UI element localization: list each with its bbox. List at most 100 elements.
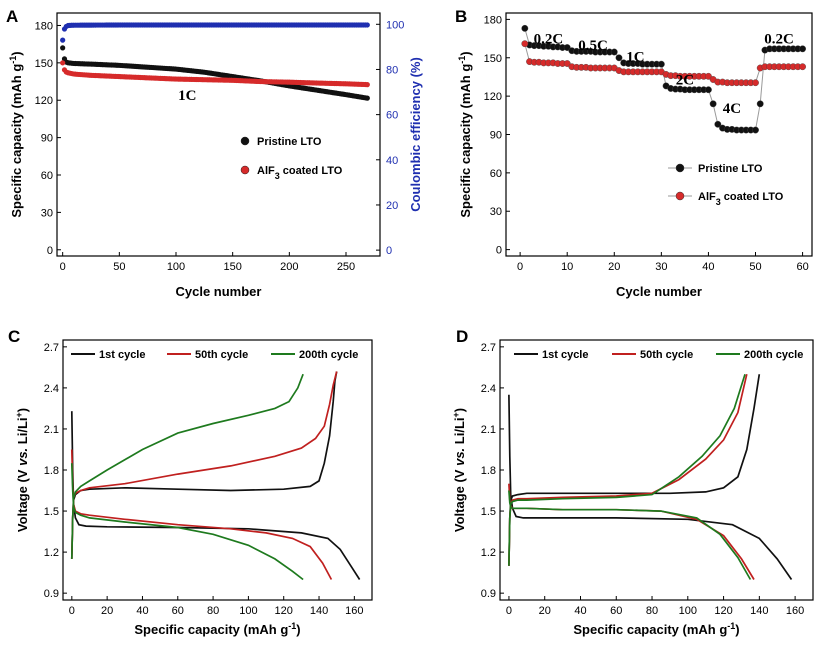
x-tick-label: 140 <box>310 605 328 617</box>
legend-marker <box>240 165 250 175</box>
charge-curve <box>70 373 304 559</box>
y-tick-label: 2.7 <box>44 342 59 354</box>
data-point <box>60 45 66 51</box>
y-tick-label: 1.5 <box>44 506 59 518</box>
x-axis-title: Cycle number <box>616 284 702 299</box>
data-point <box>657 60 665 68</box>
y-tick-label: 60 <box>490 168 502 180</box>
series-line <box>524 28 803 131</box>
data-point <box>752 79 759 87</box>
legend-label: 1st cycle <box>99 349 145 361</box>
x-tick-label: 0 <box>517 261 523 273</box>
legend: 1st cycle 50th cycle 200th cycle <box>514 349 803 361</box>
series-1 <box>70 371 338 580</box>
y-tick-label: 90 <box>41 133 53 145</box>
rate-annotation: 1C <box>178 88 196 104</box>
data-point <box>709 100 717 108</box>
rate-label: 1C <box>626 50 644 66</box>
data-point <box>60 37 66 43</box>
legend-label: AlF3 coated LTO <box>257 165 343 181</box>
rate-label: 0.5C <box>578 38 608 54</box>
x-tick-label: 160 <box>345 605 363 617</box>
discharge-curve <box>508 394 793 580</box>
charge-curve <box>70 371 338 559</box>
data-point <box>705 86 712 94</box>
data-point <box>615 54 623 62</box>
charge-curve <box>508 373 746 566</box>
y-tick-label: 90 <box>490 130 502 142</box>
x-tick-label: 20 <box>608 261 620 273</box>
legend-label: 50th cycle <box>640 349 693 361</box>
series-1 <box>508 374 755 580</box>
y2-tick-label: 80 <box>386 64 398 76</box>
rate-label: 2C <box>676 73 694 89</box>
x-tick-label: 40 <box>574 605 586 617</box>
legend-label: Pristine LTO <box>698 163 763 175</box>
x-tick-label: 200 <box>280 261 298 273</box>
y2-tick-label: 100 <box>386 19 404 31</box>
x-axis-title: Specific capacity (mAh g-1) <box>573 621 739 637</box>
legend-label: Pristine LTO <box>257 136 322 148</box>
charge-curve <box>508 374 761 566</box>
y-tick-label: 120 <box>35 95 53 107</box>
x-tick-label: 20 <box>539 605 551 617</box>
panel-letter: A <box>6 7 18 26</box>
x-tick-label: 100 <box>167 261 185 273</box>
x-tick-label: 0 <box>69 605 75 617</box>
series-0 <box>521 24 806 134</box>
data-point <box>799 63 806 71</box>
y-tick-label: 30 <box>490 206 502 218</box>
charge-curve <box>508 374 748 566</box>
x-tick-label: 60 <box>610 605 622 617</box>
y-tick-label: 2.1 <box>44 424 59 436</box>
y-tick-label: 0.9 <box>481 588 496 600</box>
legend: Pristine LTO AlF3 coated LTO <box>668 163 784 207</box>
y-tick-label: 2.4 <box>44 383 59 395</box>
y2-tick-label: 20 <box>386 200 398 212</box>
series-0 <box>508 374 793 580</box>
legend-marker <box>675 191 685 201</box>
legend-label: 200th cycle <box>744 349 803 361</box>
panel-letter: B <box>455 7 467 26</box>
panel-b: B 0 10 20 30 40 50 60 0 30 60 90 120 150 180 Cycle numb… <box>455 7 813 299</box>
series-0 <box>60 45 370 101</box>
data-point <box>521 40 529 48</box>
discharge-curve <box>70 449 333 580</box>
charge-curve <box>70 371 338 559</box>
x-tick-label: 10 <box>561 261 573 273</box>
y-tick-label: 150 <box>35 58 53 70</box>
panel-c: C 0 20 40 60 80 100 120 140 160 0.9 1.2 1.5 1.8 2.1 2.4… <box>8 327 373 637</box>
rate-label: 0.2C <box>534 32 564 48</box>
y-tick-label: 30 <box>41 207 53 219</box>
data-point <box>799 45 806 53</box>
rate-label: 0.2C <box>764 32 794 48</box>
x-tick-label: 80 <box>646 605 658 617</box>
data-point <box>364 82 370 88</box>
y-tick-label: 1.2 <box>481 547 496 559</box>
rate-label: 4C <box>723 101 741 117</box>
series-0 <box>70 371 361 580</box>
x-tick-label: 80 <box>207 605 219 617</box>
y-axis-title: Specific capacity (mAh g-1) <box>457 51 473 217</box>
data-point <box>364 95 370 101</box>
series-2 <box>70 373 304 581</box>
legend-label: 50th cycle <box>195 349 248 361</box>
legend: 1st cycle 50th cycle 200th cycle <box>71 349 358 361</box>
y-tick-label: 2.4 <box>481 383 496 395</box>
y2-tick-label: 60 <box>386 110 398 122</box>
x-tick-label: 60 <box>172 605 184 617</box>
y-tick-label: 120 <box>484 91 502 103</box>
y-tick-label: 0 <box>47 245 53 257</box>
y-tick-label: 1.5 <box>481 506 496 518</box>
x-axis-title: Specific capacity (mAh g-1) <box>134 621 300 637</box>
series-2 <box>60 22 370 43</box>
x-tick-label: 160 <box>786 605 804 617</box>
y-tick-label: 1.2 <box>44 547 59 559</box>
plot-frame <box>62 339 373 601</box>
legend-marker <box>675 163 685 173</box>
y-tick-label: 180 <box>484 14 502 26</box>
legend: Pristine LTO AlF3 coated LTO <box>240 136 343 181</box>
x-tick-label: 30 <box>655 261 667 273</box>
legend-marker <box>240 136 250 146</box>
